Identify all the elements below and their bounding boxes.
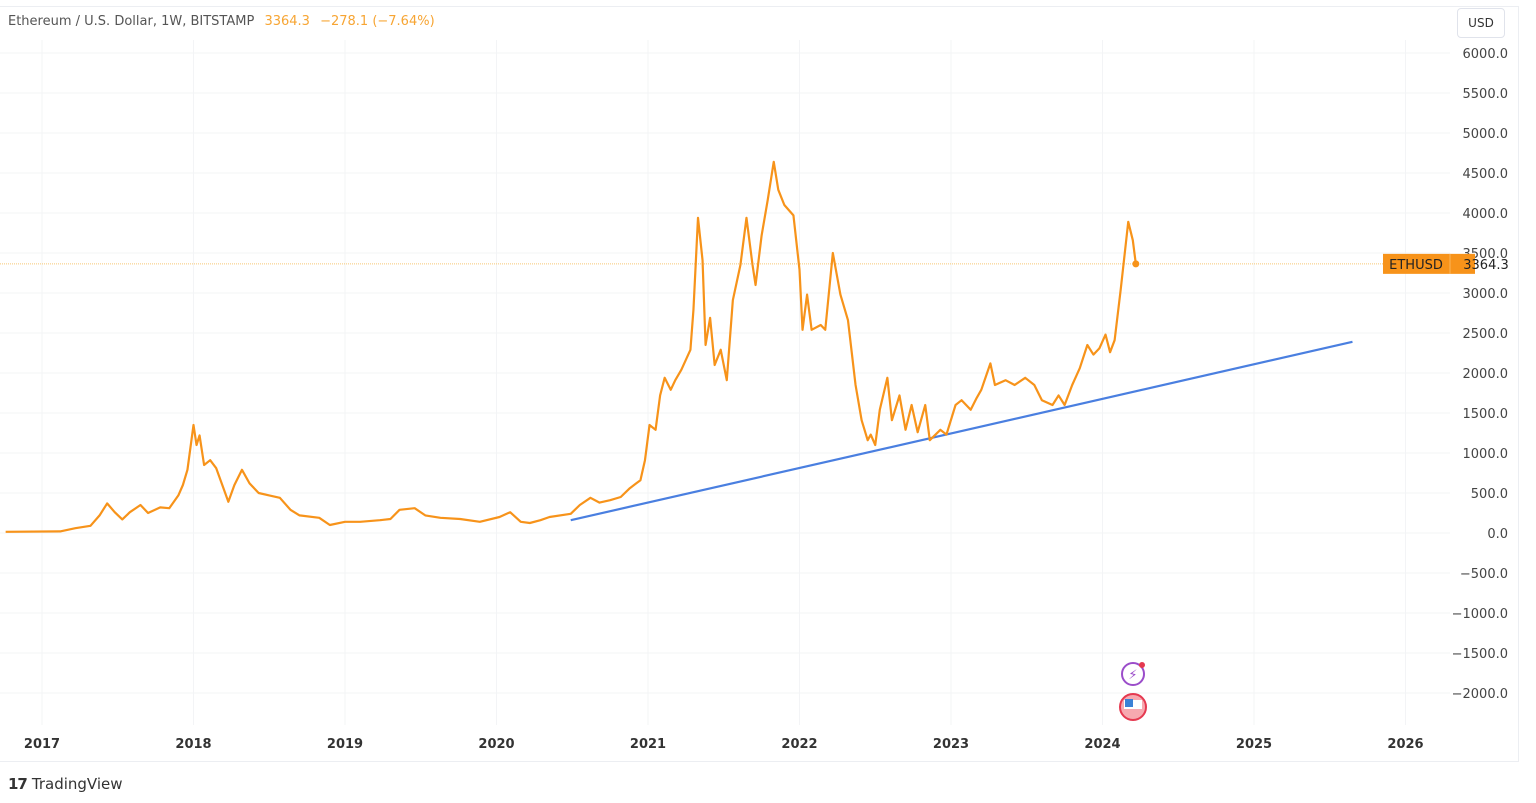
y-tick-label: 5500.0 bbox=[1463, 87, 1509, 102]
symbol-title: Ethereum / U.S. Dollar, 1W, BITSTAMP bbox=[8, 14, 255, 29]
x-tick-label: 2022 bbox=[781, 737, 817, 752]
tradingview-logo[interactable]: 17 TradingView bbox=[8, 775, 123, 793]
trendline bbox=[570, 340, 1353, 522]
x-tick-label: 2023 bbox=[933, 737, 969, 752]
notification-dot-icon bbox=[1139, 662, 1145, 668]
x-tick-label: 2025 bbox=[1236, 737, 1272, 752]
last-price: 3364.3 bbox=[264, 14, 310, 29]
y-tick-label: 500.0 bbox=[1471, 487, 1508, 502]
y-tick-label: 2500.0 bbox=[1463, 327, 1509, 342]
lightning-glyph-icon: ⚡ bbox=[1128, 668, 1137, 683]
y-tick-label: 1500.0 bbox=[1463, 407, 1509, 422]
y-tick-label: 2000.0 bbox=[1463, 367, 1509, 382]
x-tick-label: 2021 bbox=[630, 737, 666, 752]
logo-text: TradingView bbox=[31, 775, 123, 793]
last-price-label-bg bbox=[1383, 253, 1475, 274]
y-tick-label: 4500.0 bbox=[1463, 167, 1509, 182]
x-tick-label: 2020 bbox=[478, 737, 514, 752]
y-tick-label: −1500.0 bbox=[1452, 647, 1508, 662]
y-tick-label: 4000.0 bbox=[1463, 207, 1509, 222]
price-label-symbol: ETHUSD bbox=[1389, 258, 1443, 273]
y-tick-label: −500.0 bbox=[1460, 567, 1508, 582]
y-tick-label: 0.0 bbox=[1487, 527, 1508, 542]
x-tick-label: 2018 bbox=[175, 737, 211, 752]
y-tick-label: 6000.0 bbox=[1463, 47, 1509, 62]
chart-frame bbox=[0, 6, 1519, 762]
x-tick-label: 2024 bbox=[1084, 737, 1120, 752]
y-tick-label: −1000.0 bbox=[1452, 607, 1508, 622]
y-tick-label: −2000.0 bbox=[1452, 687, 1508, 702]
lightning-event-icon bbox=[1121, 662, 1145, 686]
chart-title: Ethereum / U.S. Dollar, 1W, BITSTAMP 336… bbox=[8, 14, 435, 29]
x-tick-label: 2017 bbox=[24, 737, 60, 752]
y-tick-label: 5000.0 bbox=[1463, 127, 1509, 142]
x-tick-label: 2026 bbox=[1387, 737, 1423, 752]
currency-button[interactable]: USD bbox=[1457, 8, 1505, 38]
us-flag-canton-icon bbox=[1125, 699, 1133, 707]
price-change: −278.1 (−7.64%) bbox=[320, 14, 435, 29]
last-price-dot bbox=[1132, 260, 1140, 268]
y-tick-label: 3000.0 bbox=[1463, 287, 1509, 302]
x-tick-label: 2019 bbox=[327, 737, 363, 752]
price-label-value: 3364.3 bbox=[1463, 258, 1509, 273]
price-line bbox=[5, 160, 1137, 533]
tradingview-logo-icon: 17 bbox=[8, 775, 28, 793]
y-tick-label: 1000.0 bbox=[1463, 447, 1509, 462]
